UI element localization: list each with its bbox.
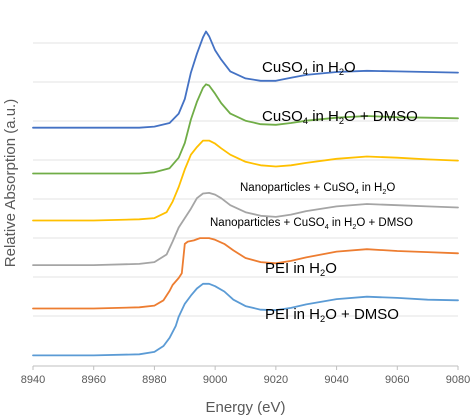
series-label-part: 4	[303, 67, 308, 77]
series-label-part: in H	[329, 217, 353, 229]
series-line-3	[32, 139, 459, 222]
series-label-3: Nanoparticles + CuSO4 in H2O	[240, 182, 395, 196]
x-tick-label: 8980	[142, 374, 166, 386]
series-label-part: O + DMSO	[325, 306, 399, 323]
series-label-part: Nanoparticles + CuSO	[240, 182, 355, 194]
series-label-part: 2	[320, 268, 325, 278]
series-label-part: O + DMSO	[344, 108, 418, 125]
series-label-4: Nanoparticles + CuSO4 in H2O + DMSO	[210, 217, 413, 231]
x-tick-label: 9060	[385, 374, 409, 386]
series-label-part: O	[386, 182, 395, 194]
series-label-2: CuSO4 in H2O + DMSO	[262, 108, 418, 126]
series-label-part: PEI in H	[265, 306, 320, 323]
series-line-2	[32, 83, 459, 175]
series-lines	[32, 30, 459, 357]
series-label-part: O	[325, 260, 337, 277]
series-label-part: PEI in H	[265, 260, 320, 277]
series-label-part: 2	[382, 188, 386, 196]
series-line-4	[32, 192, 459, 266]
series-line-5	[32, 237, 459, 310]
series-label-part: 2	[320, 314, 325, 324]
x-tick-label: 9040	[324, 374, 348, 386]
x-axis-title: Energy (eV)	[205, 399, 285, 416]
series-label-part: CuSO	[262, 108, 303, 125]
series-label-part: O + DMSO	[356, 217, 413, 229]
series-label-1: CuSO4 in H2O	[262, 59, 356, 77]
x-tick-label: 9080	[446, 374, 470, 386]
series-label-part: 2	[339, 67, 344, 77]
series-label-part: Nanoparticles + CuSO	[210, 217, 325, 229]
gridlines	[33, 42, 458, 317]
x-tick-label: 8960	[81, 374, 105, 386]
series-label-part: CuSO	[262, 59, 303, 76]
y-axis-title: Relative Absorption (a.u.)	[2, 99, 19, 267]
x-tick-label: 9020	[264, 374, 288, 386]
x-axis: 8940 8960 8980 9000 9020 9040 9060 9080	[21, 365, 470, 386]
series-label-part: 2	[352, 223, 356, 231]
series-label-part: 4	[303, 116, 308, 126]
series-line-1	[32, 30, 459, 129]
series-label-part: 4	[325, 223, 329, 231]
series-label-part: 4	[355, 188, 359, 196]
x-tick-label: 8940	[21, 374, 45, 386]
x-tick-label: 9000	[203, 374, 227, 386]
series-label-part: in H	[308, 108, 339, 125]
series-label-6: PEI in H2O + DMSO	[265, 306, 399, 324]
series-label-part: in H	[308, 59, 339, 76]
series-line-6	[32, 282, 459, 357]
series-label-5: PEI in H2O	[265, 260, 337, 278]
series-label-part: 2	[339, 116, 344, 126]
series-label-part: in H	[359, 182, 383, 194]
series-label-part: O	[344, 59, 356, 76]
